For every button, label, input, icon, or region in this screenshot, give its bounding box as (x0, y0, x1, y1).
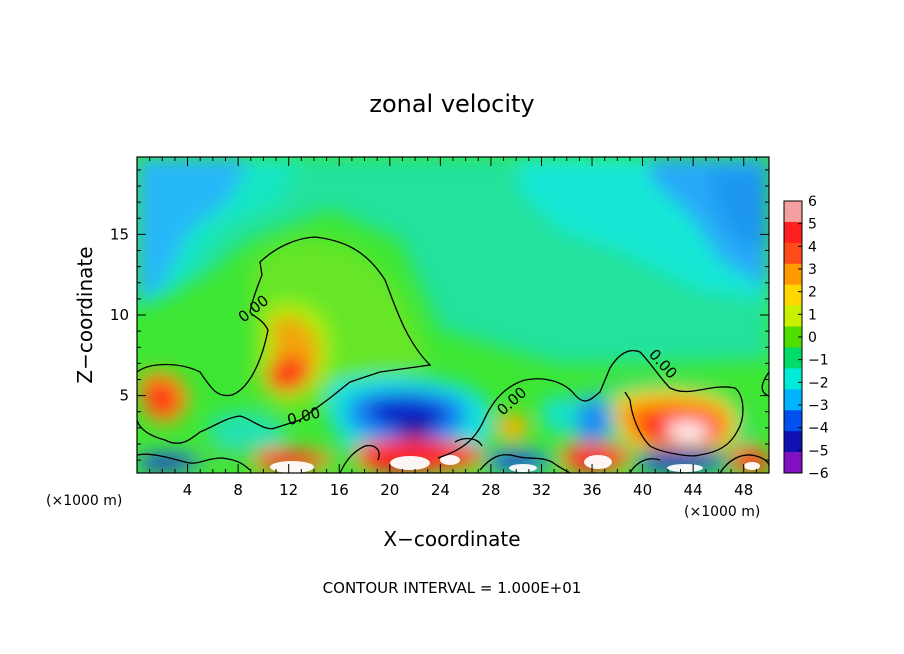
plot-area: 0.00 0.00 0.00 0.00 (137, 157, 769, 473)
y-tick-label-0: 5 (119, 387, 129, 405)
contour-zero-bottom-6 (454, 437, 483, 447)
field-mid-darkblue (368, 398, 446, 431)
white-core-x36 (584, 455, 612, 469)
axis-ticks (137, 157, 769, 473)
colorbar-swatch-6 (784, 326, 802, 348)
field-bottom-44-blue (640, 451, 730, 472)
colorbar-label-11: −5 (808, 443, 829, 459)
colorbar (783, 200, 803, 474)
colorbar-label-5: 1 (808, 307, 817, 323)
contour-zero-bottom-3 (339, 444, 380, 473)
field-bottom-left-blue (140, 452, 200, 472)
field-left-red (144, 381, 179, 416)
white-core-x30 (509, 464, 537, 472)
colorbar-swatch-5 (784, 305, 802, 328)
colorbar-swatch-3 (784, 263, 802, 286)
colorbar-label-10: −4 (808, 421, 829, 437)
contour-zero-bottom-5 (719, 454, 769, 473)
white-core-x12 (270, 461, 314, 473)
colorbar-swatch-12 (784, 452, 802, 474)
contour-zero-right (437, 349, 744, 459)
contour-zero-right-edge (761, 371, 769, 397)
colorbar-swatch-8 (784, 368, 802, 390)
contour-zero-main (137, 236, 432, 444)
colorbar-swatch-10 (784, 410, 802, 432)
x-tick-label-6: 28 (481, 481, 500, 499)
x-unit-right: (×1000 m) (684, 504, 760, 520)
colorbar-swatch-2 (784, 242, 802, 265)
x-tick-label-11: 48 (734, 481, 753, 499)
field-x36-blue (574, 399, 612, 442)
chart-title: zonal velocity (369, 90, 534, 118)
x-tick-label-0: 4 (183, 481, 193, 499)
colorbar-label-9: −3 (808, 398, 829, 414)
field-top-left-blue (137, 157, 250, 300)
field-mid-navy (398, 420, 432, 439)
x-tick-label-2: 12 (279, 481, 298, 499)
contour-lines (137, 236, 769, 473)
colorbar-label-2: 4 (808, 239, 817, 255)
x-tick-label-5: 24 (431, 481, 450, 499)
contour-interval-footer: CONTOUR INTERVAL = 1.000E+01 (323, 579, 582, 597)
contour-zero-bottom-1 (137, 453, 251, 471)
x-tick-label-10: 44 (684, 481, 703, 499)
colorbar-label-4: 2 (808, 285, 817, 301)
y-tick-label-2: 15 (110, 225, 129, 243)
contour-zero-bottom-4 (629, 458, 661, 473)
field-bubble-red (266, 356, 311, 393)
colorbar-swatch-4 (784, 284, 802, 307)
field-top-right-deep (710, 170, 769, 250)
x-tick-label-3: 16 (330, 481, 349, 499)
colorbar-label-6: 0 (808, 330, 817, 346)
colorbar-label-0: 6 (808, 194, 817, 210)
colorbar-label-8: −2 (808, 375, 829, 391)
field-x32-cyan (541, 396, 580, 434)
colorbar-swatch-1 (784, 221, 802, 244)
field-white-cores (270, 455, 760, 473)
x-tick-label-8: 36 (582, 481, 601, 499)
colorbar-swatch-9 (784, 389, 802, 411)
white-core-x44 (667, 464, 703, 472)
y-tick-labels: 5 10 15 (110, 225, 129, 404)
field-x30-orange (497, 413, 528, 441)
y-tick-label-1: 10 (110, 306, 129, 324)
colorbar-labels: 6 5 4 3 2 1 0 −1 −2 −3 −4 −5 −6 (808, 194, 829, 482)
x-tick-label-4: 20 (380, 481, 399, 499)
x-axis-label: X−coordinate (383, 527, 520, 551)
x-tick-labels: 4 8 12 16 20 24 28 32 36 40 44 48 (183, 481, 753, 499)
y-axis-label: Z−coordinate (73, 246, 97, 383)
contour-zero-bottom-2 (479, 454, 571, 473)
white-core-x48 (744, 462, 760, 470)
colorbar-swatch-7 (784, 347, 802, 369)
colorbar-label-12: −6 (808, 466, 829, 482)
field-regions (137, 157, 769, 473)
field-right-white (667, 422, 710, 442)
field-bottom-28-blue (490, 450, 550, 471)
x-unit-left: (×1000 m) (46, 493, 122, 509)
field-left-cyan-patch (209, 411, 286, 457)
colorbar-label-3: 3 (808, 262, 817, 278)
white-core-x22 (390, 456, 430, 470)
x-tick-label-7: 32 (532, 481, 551, 499)
colorbar-label-1: 5 (808, 217, 817, 233)
colorbar-label-7: −1 (808, 353, 829, 369)
x-tick-label-1: 8 (233, 481, 243, 499)
white-core-x24 (440, 455, 460, 465)
colorbar-swatch-0 (784, 201, 802, 223)
colorbar-swatch-11 (784, 431, 802, 453)
x-tick-label-9: 40 (633, 481, 652, 499)
